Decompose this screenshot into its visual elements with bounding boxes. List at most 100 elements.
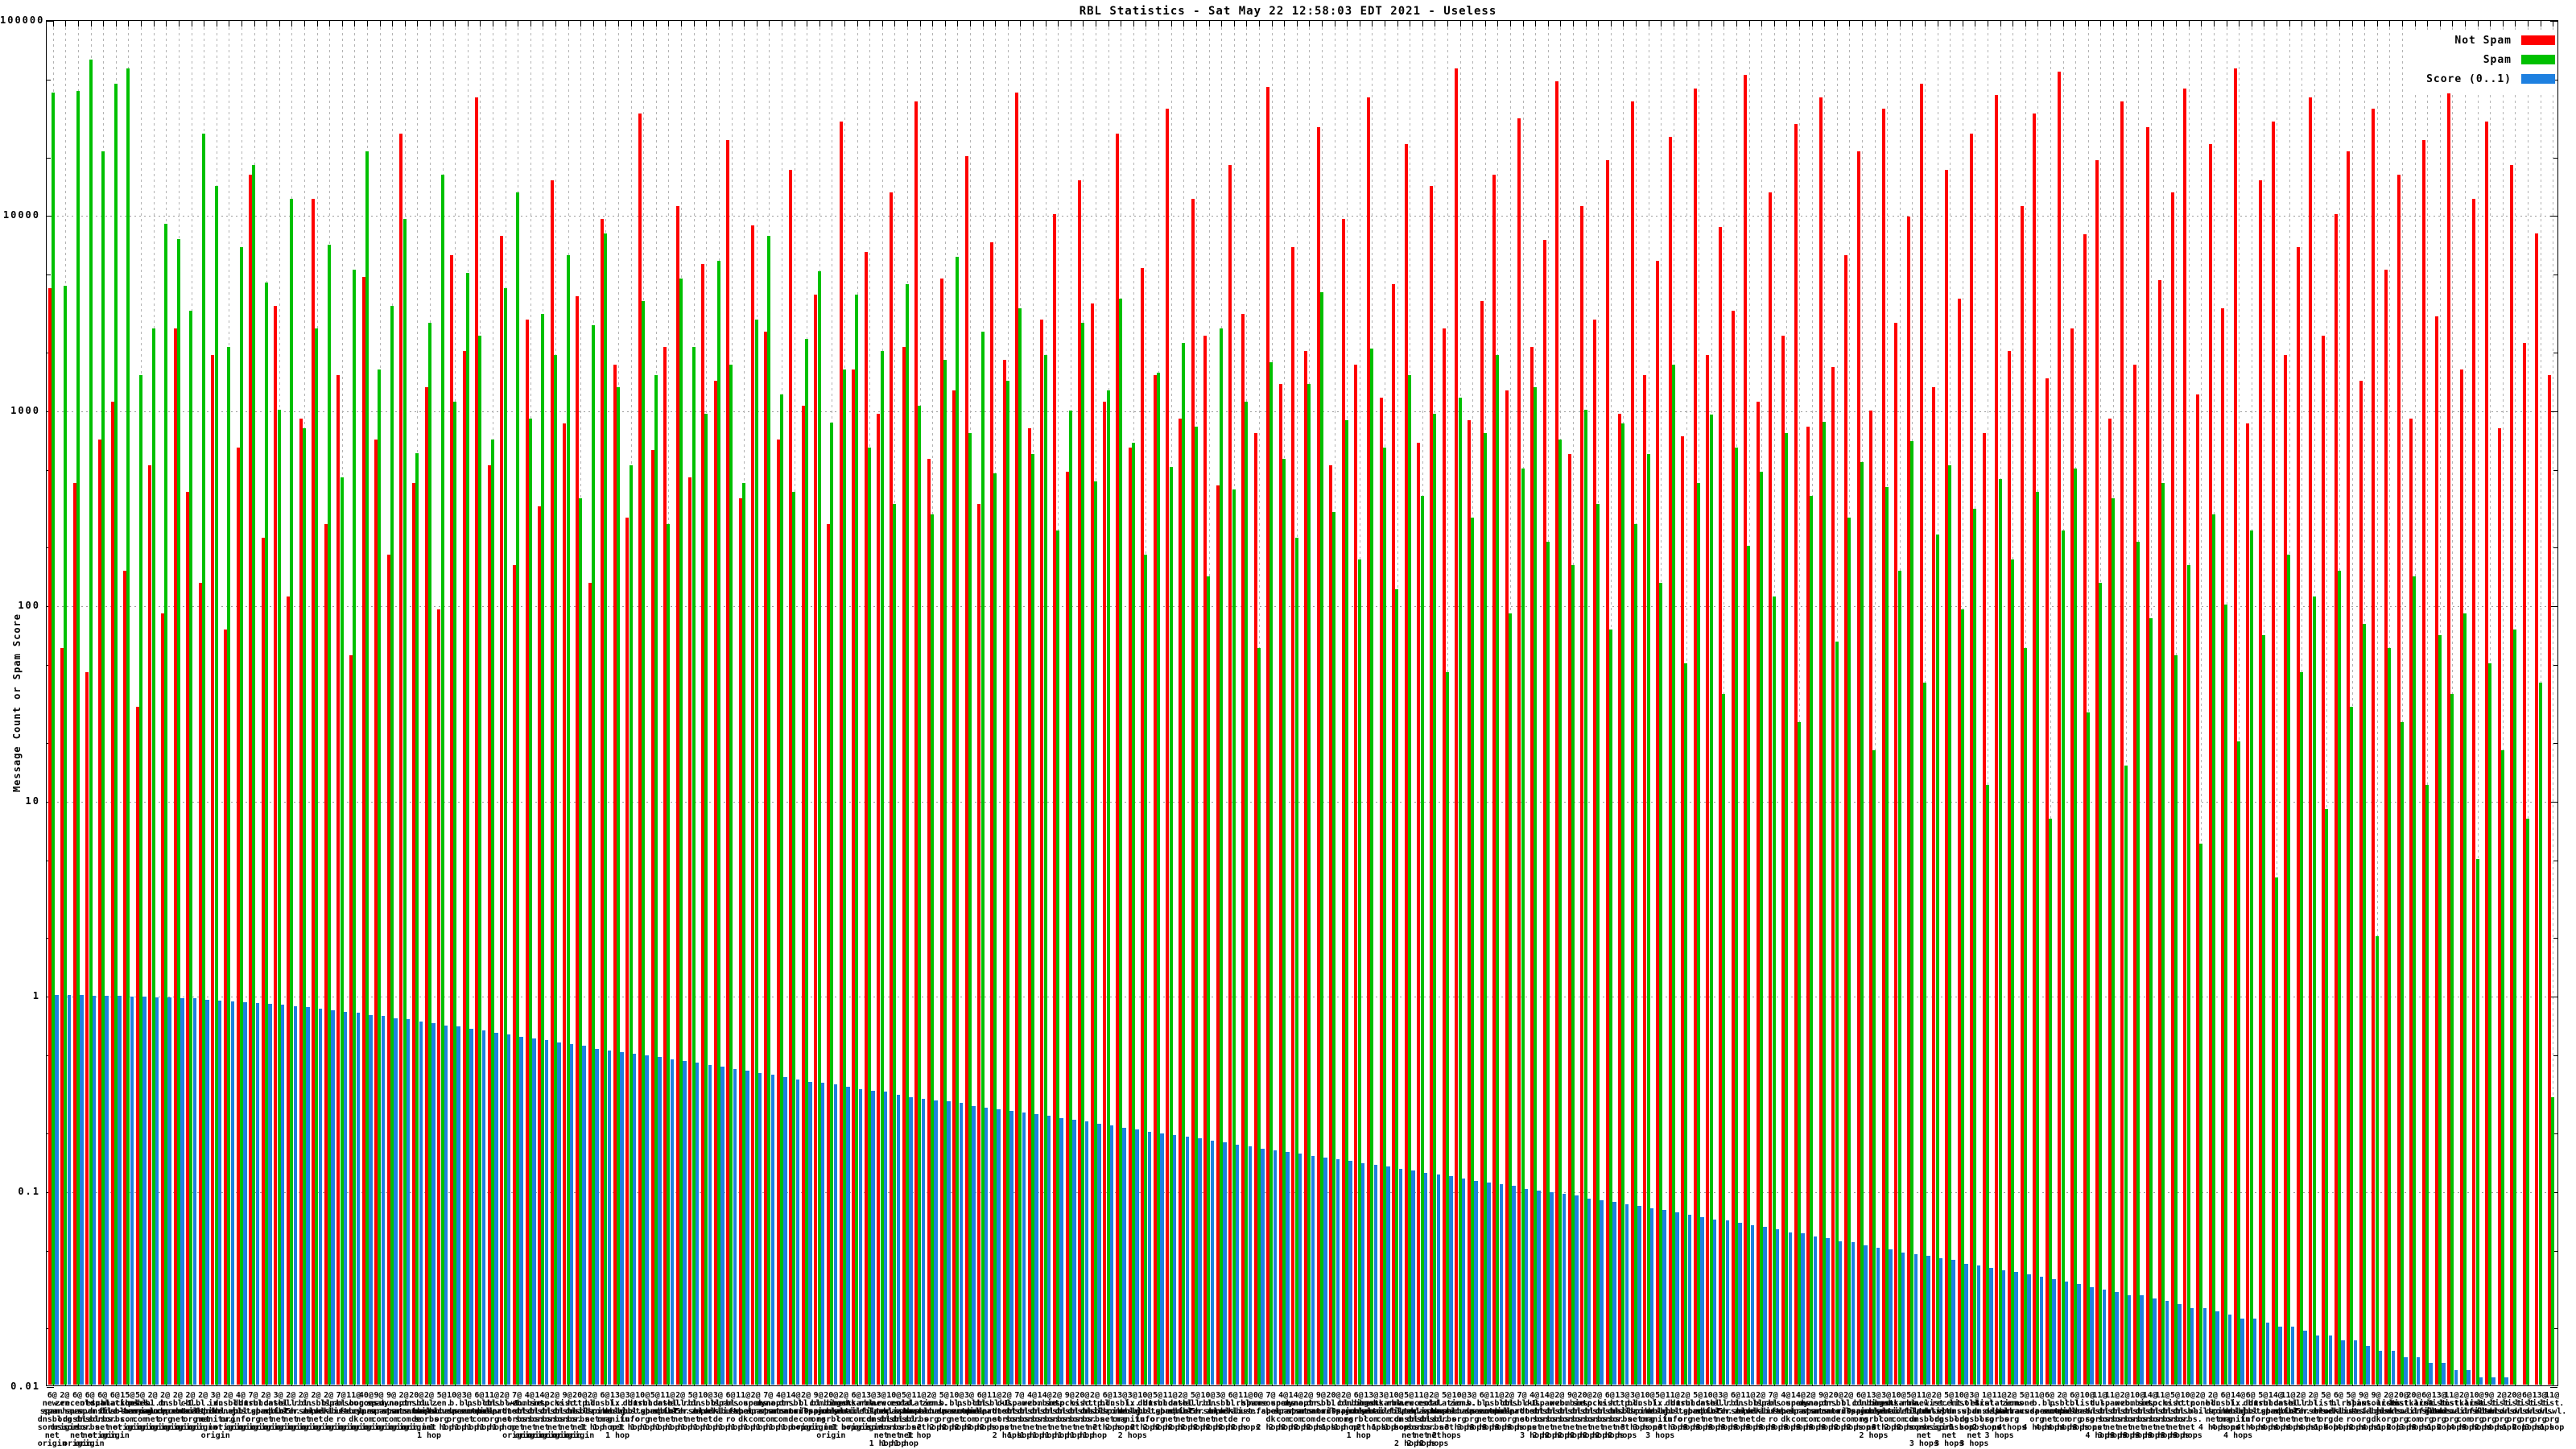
bar-spam	[779, 394, 783, 1385]
x-category-label: 3 hops	[1494, 1423, 1525, 1432]
bar-score	[481, 1030, 486, 1385]
x-category-label: 3@	[1216, 1391, 1226, 1400]
x-category-label: dronebl.	[585, 1407, 625, 1416]
x-category-label: 20@	[1577, 1391, 1592, 1400]
x-category-label: rbl.	[683, 1399, 703, 1408]
x-category-label: mailspike.	[1083, 1407, 1132, 1416]
bar-score	[2429, 1363, 2433, 1385]
x-category-label: nordspam.	[1311, 1407, 1356, 1416]
bar-spam	[591, 325, 595, 1385]
x-category-label: 4 hops	[2323, 1423, 2353, 1432]
x-category-label: 4@	[1530, 1391, 1540, 1400]
bar-score	[1587, 1198, 1591, 1385]
x-category-label: origin	[288, 1423, 318, 1432]
bar-score	[1135, 1129, 1139, 1385]
x-category-label: dnsbl.	[1005, 1407, 1034, 1416]
x-category-label: sorbs.	[1583, 1415, 1612, 1424]
x-category-label: 6@	[1856, 1391, 1866, 1400]
x-category-label: spfbl.	[2273, 1407, 2303, 1416]
x-category-label: origin	[552, 1431, 582, 1440]
x-category-label: org	[1464, 1415, 1480, 1424]
x-category-label: 20@	[409, 1391, 424, 1400]
x-category-label: junkemailfilter.	[2375, 1407, 2453, 1416]
x-category-label: socks.	[1055, 1399, 1084, 1408]
x-category-label: dnsbl-1.	[158, 1399, 197, 1408]
bar-not-spam	[135, 707, 139, 1385]
bar-not-spam	[852, 369, 856, 1385]
x-category-label: 5@	[1190, 1391, 1200, 1400]
x-category-label: db.	[1665, 1399, 1680, 1408]
bar-score	[2090, 1286, 2094, 1385]
bar-score	[1474, 1180, 1478, 1385]
x-category-label: 13@	[1364, 1391, 1379, 1400]
bar-not-spam	[1643, 375, 1647, 1385]
x-category-label: spamrats.	[1802, 1407, 1846, 1416]
bar-score	[1649, 1208, 1654, 1385]
x-category-label: net	[660, 1415, 675, 1424]
bar-not-spam	[2145, 127, 2149, 1385]
x-category-label: 4 hops	[2223, 1431, 2253, 1440]
x-category-label: 2@	[1554, 1391, 1565, 1400]
x-category-label: old.	[896, 1399, 916, 1408]
x-category-label: realtimeblacklist.	[1868, 1407, 1955, 1416]
x-category-label: list.	[2514, 1399, 2540, 1408]
bar-spam	[980, 332, 985, 1385]
bar-not-spam	[2296, 247, 2300, 1385]
x-category-label: misc.	[1070, 1399, 1095, 1408]
x-category-label: com	[2406, 1415, 2421, 1424]
x-category-label: sorbs.	[1520, 1415, 1550, 1424]
x-category-label: net	[522, 1423, 537, 1432]
x-category-label: 11@	[1414, 1391, 1429, 1400]
x-category-label: spam.	[1422, 1407, 1447, 1416]
x-category-label: zapbl.	[1733, 1407, 1763, 1416]
x-category-label: net	[1100, 1415, 1115, 1424]
x-category-label: com	[1904, 1415, 1919, 1424]
bar-score	[1172, 1134, 1177, 1385]
bar-spam	[1508, 613, 1512, 1385]
x-category-label: sorbs.	[1042, 1415, 1072, 1424]
x-category-label: escalations.	[1970, 1399, 2029, 1408]
x-category-label: com	[1288, 1415, 1303, 1424]
x-tick-top	[668, 21, 670, 27]
x-category-label: spamcop.	[937, 1407, 976, 1416]
x-category-label: 2 hops	[1595, 1431, 1624, 1440]
bar-spam	[1910, 440, 1914, 1385]
x-category-label: net	[107, 1423, 122, 1432]
bar-score	[155, 997, 159, 1385]
bar-spam	[1621, 423, 1625, 1385]
x-category-label: origin	[62, 1439, 93, 1448]
x-category-label: sorbs.	[2085, 1415, 2115, 1424]
x-category-label: net	[2281, 1415, 2296, 1424]
bar-not-spam	[625, 517, 630, 1385]
bar-not-spam	[2409, 419, 2413, 1385]
x-tick-top	[2025, 21, 2026, 27]
bar-spam	[654, 375, 658, 1385]
bar-score	[2001, 1269, 2006, 1385]
x-category-label: dyna.	[379, 1399, 404, 1408]
x-category-label: ro	[1241, 1415, 1251, 1424]
x-category-label: info	[1662, 1415, 1682, 1424]
x-category-label: 3 hops	[2072, 1423, 2102, 1432]
x-category-label: net	[1715, 1415, 1731, 1424]
bar-score	[1097, 1123, 1101, 1385]
bar-score	[2240, 1319, 2244, 1385]
x-category-label: 2@	[185, 1391, 196, 1400]
x-category-label: 7@	[1768, 1391, 1778, 1400]
x-category-label: dnsbl.	[1055, 1407, 1084, 1416]
x-category-label: spamrats.	[1776, 1407, 1820, 1416]
x-category-label: rbl.	[859, 1399, 879, 1408]
bar-spam	[214, 186, 218, 1385]
x-category-label: 1 hop	[1371, 1423, 1396, 1432]
x-category-label: dnsbl.	[527, 1407, 557, 1416]
grid-line-x	[1874, 22, 1876, 1385]
bar-spam	[2312, 597, 2316, 1385]
x-category-label: 3 hops	[2097, 1431, 2128, 1440]
bar-spam	[164, 223, 168, 1385]
bar-not-spam	[2497, 428, 2501, 1385]
x-category-label: 3 hops	[1457, 1423, 1487, 1432]
bar-spam	[51, 93, 55, 1385]
x-category-label: 3 hops	[1645, 1431, 1675, 1440]
bar-spam	[1583, 409, 1587, 1385]
x-category-label: dnsbl.	[1030, 1407, 1059, 1416]
x-category-label: none	[1248, 1399, 1268, 1408]
